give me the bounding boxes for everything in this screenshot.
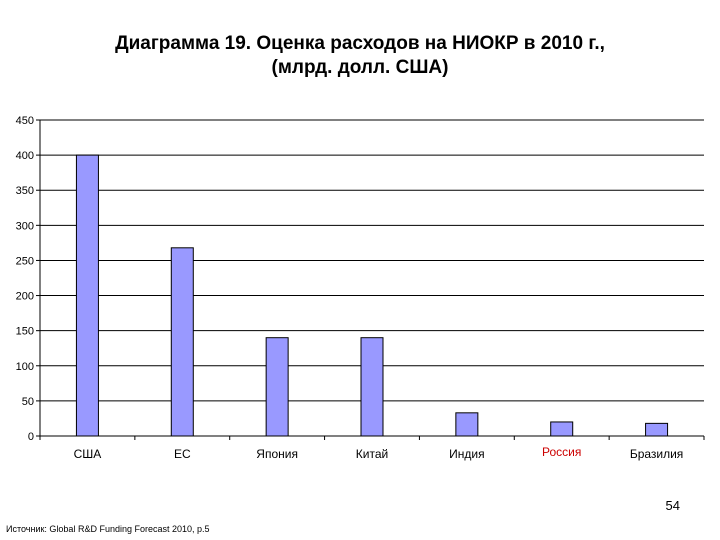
x-category-label: Бразилия	[630, 447, 684, 461]
bar	[645, 422, 669, 437]
x-category-label: Япония	[256, 447, 298, 461]
y-tick-label: 50	[22, 396, 34, 408]
bar	[455, 412, 479, 437]
x-category-label: Россия	[542, 445, 581, 459]
chart-title-line-1: Диаграмма 19. Оценка расходов на НИОКР в…	[115, 33, 605, 54]
bar	[550, 421, 574, 437]
page-number: 54	[665, 498, 680, 513]
y-tick-label: 400	[16, 150, 34, 162]
y-tick-label: 250	[16, 255, 34, 267]
y-tick-label: 200	[16, 291, 34, 303]
bar-chart: 0 50 100 150 200 250 300 350 400 450 США ЕС Япония Ки…	[16, 115, 705, 461]
chart-title-line-2: (млрд. долл. США)	[271, 57, 449, 78]
y-tick-label: 0	[28, 431, 34, 443]
chart-title: Диаграмма 19. Оценка расходов на НИОКР в…	[60, 32, 660, 80]
y-tick-label: 350	[16, 185, 34, 197]
y-tick-label: 150	[16, 326, 34, 338]
y-tick-label: 300	[16, 220, 34, 232]
source-note: Источник: Global R&D Funding Forecast 20…	[6, 524, 210, 534]
bar	[170, 247, 194, 437]
x-category-label: Индия	[449, 447, 484, 461]
bar	[360, 337, 384, 437]
bar	[75, 154, 99, 437]
y-tick-label: 450	[16, 115, 34, 127]
y-tick-label: 100	[16, 361, 34, 373]
x-category-label: США	[74, 447, 102, 461]
x-category-label: ЕС	[174, 447, 191, 461]
x-category-label: Китай	[356, 447, 388, 461]
bar	[265, 337, 289, 437]
